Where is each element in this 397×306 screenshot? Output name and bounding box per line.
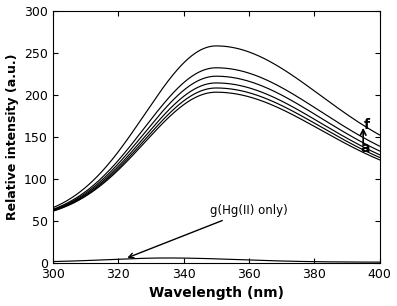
Text: a: a (360, 141, 370, 155)
Text: g(Hg(II) only): g(Hg(II) only) (129, 204, 287, 258)
Text: f: f (364, 118, 370, 132)
Y-axis label: Relative intensity (a.u.): Relative intensity (a.u.) (6, 54, 19, 220)
X-axis label: Wavelength (nm): Wavelength (nm) (149, 286, 284, 300)
